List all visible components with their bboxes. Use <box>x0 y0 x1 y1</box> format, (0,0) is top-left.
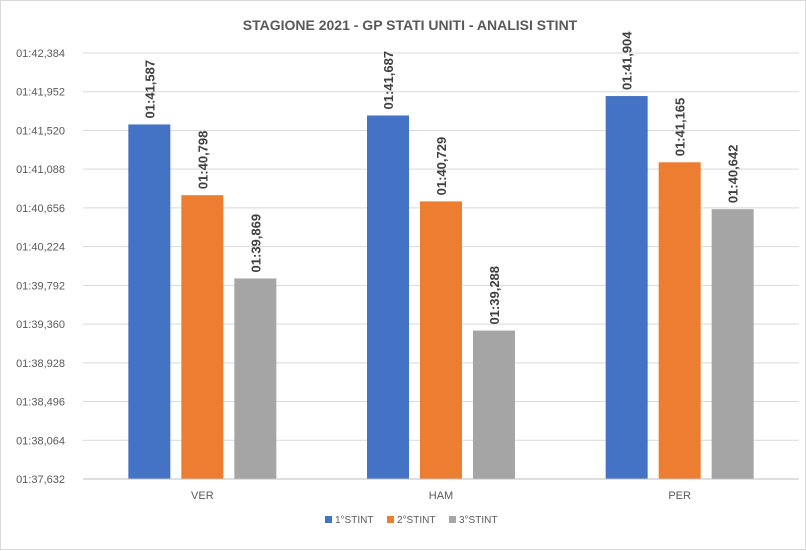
y-tick-label: 01:37,632 <box>16 474 65 486</box>
data-label: 01:40,729 <box>434 137 449 196</box>
legend-label-stint-2: 2°STINT <box>397 515 435 526</box>
bars <box>128 96 754 480</box>
legend-swatch-stint-2 <box>387 516 394 523</box>
data-label: 01:39,869 <box>248 214 263 273</box>
data-label: 01:41,904 <box>620 31 635 90</box>
category-label-ham: HAM <box>429 490 453 502</box>
y-tick-label: 01:41,520 <box>16 125 65 137</box>
y-tick-label: 01:42,384 <box>16 48 65 60</box>
x-axis-category-labels: VER HAM PER <box>191 490 691 502</box>
category-label-per: PER <box>668 490 691 502</box>
bar-ham-stint-3 <box>473 330 515 479</box>
data-label: 01:40,798 <box>195 131 210 190</box>
data-label: 01:40,642 <box>726 145 741 204</box>
y-tick-label: 01:40,656 <box>16 203 65 215</box>
legend-label-stint-1: 1°STINT <box>335 515 373 526</box>
data-label: 01:41,587 <box>142 60 157 119</box>
bar-per-stint-1 <box>605 96 648 479</box>
y-tick-label: 01:40,224 <box>16 242 65 254</box>
bar-ver-stint-2 <box>181 195 224 479</box>
y-tick-label: 01:39,360 <box>16 319 65 331</box>
bar-ver-stint-3 <box>234 278 277 479</box>
category-label-ver: VER <box>191 490 214 502</box>
y-tick-label: 01:41,952 <box>16 87 65 99</box>
y-axis-tick-labels: 01:37,632 01:38,064 01:38,496 01:38,928 01:3… <box>16 48 65 486</box>
data-label: 01:41,687 <box>381 51 396 110</box>
bar-per-stint-3 <box>711 209 754 480</box>
y-tick-label: 01:39,792 <box>16 280 65 292</box>
y-tick-label: 01:38,496 <box>16 397 65 409</box>
bar-ham-stint-1 <box>367 115 409 480</box>
bar-ver-stint-1 <box>128 124 171 479</box>
data-label: 01:41,165 <box>673 98 688 157</box>
data-labels: 01:41,587 01:40,798 01:39,869 01:41,687 01:4… <box>142 31 740 325</box>
legend-label-stint-3: 3°STINT <box>459 515 497 526</box>
bar-per-stint-2 <box>658 162 701 479</box>
legend: 1°STINT 2°STINT 3°STINT <box>325 515 497 526</box>
data-label: 01:39,288 <box>487 266 502 325</box>
legend-swatch-stint-1 <box>325 516 332 523</box>
legend-swatch-stint-3 <box>449 516 456 523</box>
y-tick-label: 01:41,088 <box>16 164 65 176</box>
y-tick-label: 01:38,064 <box>16 435 65 447</box>
y-tick-label: 01:38,928 <box>16 358 65 370</box>
bar-ham-stint-2 <box>420 201 462 479</box>
chart-title: STAGIONE 2021 - GP STATI UNITI - ANALISI… <box>243 17 578 33</box>
